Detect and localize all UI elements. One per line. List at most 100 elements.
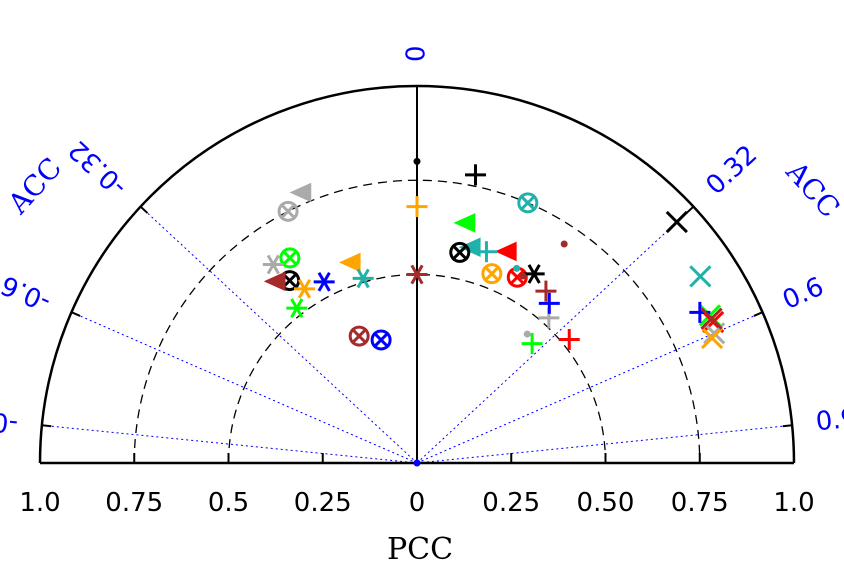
marker-stroke <box>279 202 297 220</box>
data-point <box>465 164 487 186</box>
data-point <box>560 240 568 248</box>
data-point <box>513 264 521 272</box>
acc-label-left: ACC <box>1 151 68 221</box>
data-point <box>289 182 312 203</box>
data-point <box>475 241 497 263</box>
marker-dot <box>523 330 531 338</box>
marker-triangle <box>453 213 476 233</box>
marker-dot <box>560 240 568 248</box>
data-point <box>293 278 315 299</box>
marker-stroke <box>665 210 688 234</box>
angle-label: 0 <box>402 45 432 62</box>
data-point <box>286 298 308 318</box>
data-point <box>538 292 560 314</box>
marker-stroke <box>281 249 299 267</box>
marker-stroke <box>700 307 723 330</box>
marker-dot <box>413 157 421 165</box>
angle-label: -0.6 <box>0 269 55 317</box>
data-point <box>481 263 503 285</box>
data-point <box>689 265 712 288</box>
data-point <box>406 264 428 285</box>
angle-tick <box>41 424 52 428</box>
x-tick-label: 0.25 <box>482 488 540 518</box>
data-point <box>521 333 543 355</box>
data-point <box>352 268 374 289</box>
marker-stroke <box>700 326 724 350</box>
data-point <box>449 241 471 263</box>
angle-label: -0.9 <box>0 403 19 438</box>
x-tick-label: 0.50 <box>577 488 635 518</box>
data-point <box>558 328 580 350</box>
data-point <box>313 271 335 292</box>
marker-stroke <box>350 327 368 345</box>
marker-ring <box>481 263 503 285</box>
data-point <box>535 280 557 302</box>
data-points <box>262 157 726 467</box>
angle-labels: 0 0.32 0.6 0.9 -0.32 -0.6 -0.9 <box>0 45 844 438</box>
data-point <box>262 254 284 275</box>
marker-stroke <box>356 268 370 289</box>
data-point <box>279 247 301 269</box>
data-point <box>665 210 688 234</box>
data-point <box>263 271 286 292</box>
angle-label: -0.32 <box>63 134 133 202</box>
data-point <box>413 157 421 165</box>
marker-stroke <box>317 271 331 292</box>
angle-tick <box>71 311 81 317</box>
marker-ring <box>517 192 539 214</box>
angle-label: 0.32 <box>700 140 763 201</box>
angle-label: 0.9 <box>814 403 844 437</box>
x-tick-label: 1.0 <box>19 488 60 518</box>
x-axis-title: PCC <box>387 532 453 567</box>
marker-triangle <box>338 252 361 273</box>
x-tick-label: 0.75 <box>105 488 163 518</box>
data-point <box>348 325 370 347</box>
angle-label: 0.6 <box>778 272 828 316</box>
x-tick-label: 0.75 <box>671 488 729 518</box>
marker-stroke <box>689 265 712 288</box>
marker-stroke <box>483 265 501 283</box>
data-point <box>517 192 539 214</box>
marker-ring <box>348 325 370 347</box>
marker-dot <box>513 264 521 272</box>
marker-stroke <box>290 298 304 318</box>
x-tick-label: 0.5 <box>208 488 249 518</box>
marker-stroke <box>519 194 537 212</box>
angle-tick <box>685 205 695 214</box>
acc-label-right: ACC <box>779 154 844 224</box>
angle-tick <box>782 424 793 428</box>
marker-stroke <box>451 243 469 261</box>
data-point <box>277 200 299 222</box>
data-point <box>523 330 531 338</box>
dashed-arc <box>227 273 607 464</box>
marker-triangle <box>263 271 286 292</box>
x-tick-label: 0 <box>409 488 426 518</box>
marker-dot <box>413 459 421 467</box>
marker-stroke <box>372 331 390 349</box>
data-point <box>338 252 361 273</box>
x-tick-labels: 1.0 0.75 0.5 0.25 0 0.25 0.50 0.75 1.0 <box>19 488 814 518</box>
marker-stroke <box>297 278 312 299</box>
marker-triangle <box>289 182 312 203</box>
angle-tick <box>139 205 149 214</box>
angle-tick <box>753 311 763 317</box>
marker-stroke <box>527 264 541 284</box>
marker-stroke <box>410 264 424 285</box>
marker-triangle <box>494 241 517 262</box>
marker-ring <box>279 247 301 269</box>
x-tick-label: 1.0 <box>773 488 814 518</box>
marker-ring <box>449 241 471 263</box>
data-point <box>523 264 545 284</box>
data-point <box>413 459 421 467</box>
data-point <box>700 307 723 330</box>
data-point <box>453 213 476 233</box>
x-tick-label: 0.25 <box>294 488 352 518</box>
data-point <box>700 326 724 350</box>
data-point <box>494 241 517 262</box>
marker-stroke <box>266 254 280 275</box>
data-point <box>519 272 527 280</box>
data-point <box>406 196 428 218</box>
acc-spokes <box>41 86 793 464</box>
marker-dot <box>519 272 527 280</box>
